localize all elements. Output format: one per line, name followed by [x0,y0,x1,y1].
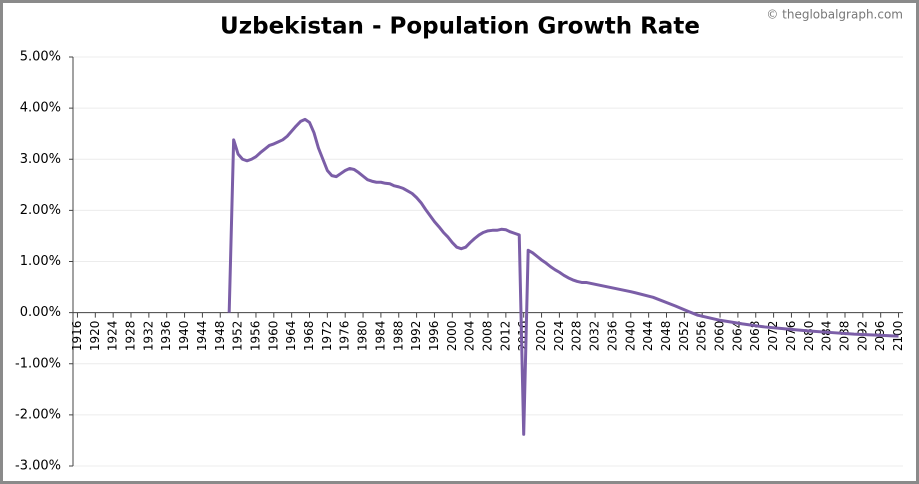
x-tick-label: 1928 [124,321,138,352]
x-tick-label: 2040 [623,321,637,352]
x-tick-label: 2080 [802,321,816,352]
y-tick-label: -3.00% [15,459,61,474]
data-line [227,117,899,436]
watermark: © theglobalgraph.com [766,8,903,22]
x-tick-label: 2000 [445,321,459,352]
x-tick-label: 1992 [409,321,423,352]
x-tick-label: 2048 [659,321,673,352]
y-tick-label: 4.00% [20,101,61,116]
x-tick-label: 1932 [141,321,155,352]
x-tick-label: 2056 [695,321,709,352]
x-tick-label: 1944 [195,321,209,352]
x-tick-label: 2060 [713,321,727,352]
x-tick-label: 2052 [677,321,691,352]
x-tick-label: 2072 [766,321,780,352]
x-tick-label: 1996 [427,321,441,352]
x-tick-label: 1988 [391,321,405,352]
y-tick-label: -2.00% [15,407,61,422]
x-tick-label: 1924 [106,321,120,352]
x-tick-label: 1960 [266,321,280,352]
x-tick-label: 2064 [730,321,744,352]
x-tick-label: 2020 [534,321,548,352]
y-tick-label: 2.00% [20,203,61,218]
x-tick-label: 1956 [248,321,262,352]
x-tick-label: 1940 [177,321,191,352]
x-tick-label: 2084 [820,321,834,352]
x-tick-label: 2076 [784,321,798,352]
x-tick-label: 2008 [481,321,495,352]
x-tick-label: 1984 [373,321,387,352]
x-tick-label: 2032 [588,321,602,352]
x-tick-label: 1972 [320,321,334,352]
y-tick-label: 1.00% [20,254,61,269]
x-tick-label: 1952 [231,321,245,352]
x-tick-label: 2012 [498,321,512,352]
x-tick-label: 1964 [284,321,298,352]
x-tick-label: 2028 [570,321,584,352]
y-tick-label: 3.00% [20,152,61,167]
x-tick-label: 1920 [88,321,102,352]
chart-title: Uzbekistan - Population Growth Rate [220,14,700,40]
y-tick-label: -1.00% [15,356,61,371]
x-tick-label: 1936 [159,321,173,352]
x-tick-label: 2088 [837,321,851,352]
x-tick-label: 1980 [356,321,370,352]
y-tick-label: 5.00% [20,50,61,65]
x-tick-label: 1916 [70,321,84,352]
x-tick-label: 1948 [213,321,227,352]
x-tick-label: 2004 [463,321,477,352]
x-tick-label: 2068 [748,321,762,352]
x-tick-label: 2036 [605,321,619,352]
x-tick-label: 2024 [552,321,566,352]
x-tick-label: 2044 [641,321,655,352]
x-tick-label: 1968 [302,321,316,352]
y-tick-label: 0.00% [20,305,61,320]
x-tick-label: 1976 [338,321,352,352]
